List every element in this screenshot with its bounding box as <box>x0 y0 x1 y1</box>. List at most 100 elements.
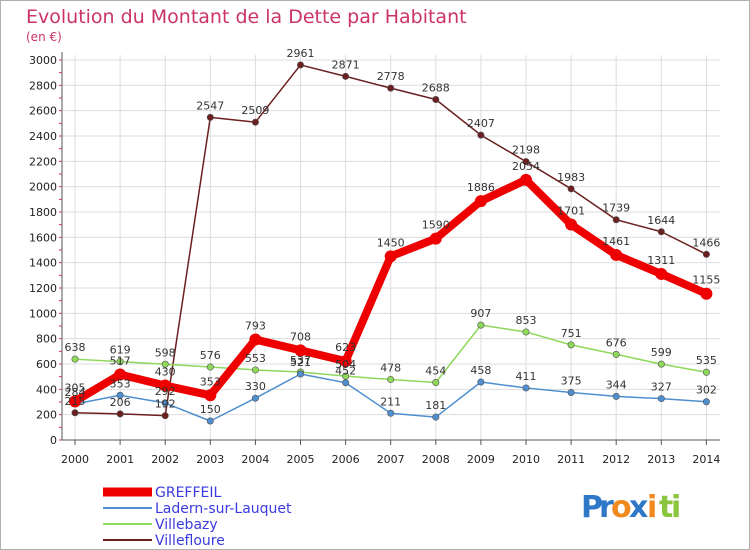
data-point <box>339 355 352 368</box>
data-point <box>342 72 350 80</box>
x-tick-label: 2004 <box>241 453 269 466</box>
data-label: 211 <box>380 395 401 408</box>
chart-subtitle: (en €) <box>26 30 62 44</box>
data-point <box>249 333 262 346</box>
data-point <box>206 113 214 121</box>
data-point <box>657 395 665 403</box>
data-label: 553 <box>245 352 266 365</box>
logo-letter: r <box>599 490 614 525</box>
data-label: 1701 <box>557 205 585 218</box>
data-label: 1466 <box>692 236 720 249</box>
data-point <box>702 250 710 258</box>
x-tick-label: 2005 <box>287 453 315 466</box>
data-point <box>429 232 442 245</box>
data-label: 411 <box>516 370 537 383</box>
data-point <box>114 368 127 381</box>
data-point <box>474 195 487 208</box>
data-label: 284 <box>65 386 86 399</box>
data-point <box>161 360 169 368</box>
data-point <box>159 379 172 392</box>
data-label: 181 <box>425 399 446 412</box>
x-tick-label: 2010 <box>512 453 540 466</box>
data-label: 907 <box>470 307 491 320</box>
legend-entry: GREFFEIL <box>155 485 222 501</box>
data-label: 521 <box>290 356 311 369</box>
data-point <box>296 61 304 69</box>
data-label: 853 <box>516 314 537 327</box>
y-tick-label: 600 <box>36 358 57 371</box>
y-tick-label: 2000 <box>29 181 57 194</box>
data-point <box>477 378 485 386</box>
y-tick-label: 1400 <box>29 257 57 270</box>
data-point <box>657 228 665 236</box>
data-label: 2198 <box>512 144 540 157</box>
x-tick-label: 2013 <box>647 453 675 466</box>
y-tick-label: 800 <box>36 333 57 346</box>
data-point <box>567 185 575 193</box>
data-point <box>702 398 710 406</box>
data-point <box>251 118 259 126</box>
x-tick-label: 2012 <box>602 453 630 466</box>
data-label: 1311 <box>647 254 675 267</box>
data-point <box>71 409 79 417</box>
y-tick-label: 2400 <box>29 130 57 143</box>
data-point <box>161 412 169 420</box>
x-tick-label: 2014 <box>692 453 720 466</box>
data-point <box>387 84 395 92</box>
data-point <box>204 389 217 402</box>
data-label: 2547 <box>196 99 224 112</box>
data-label: 599 <box>651 346 672 359</box>
data-point <box>567 341 575 349</box>
data-point <box>387 375 395 383</box>
legend-entry: Villebazy <box>155 517 218 533</box>
y-tick-label: 400 <box>36 383 57 396</box>
data-point <box>342 379 350 387</box>
data-label: 1590 <box>422 219 450 232</box>
data-point <box>206 363 214 371</box>
legend-entry: Villefloure <box>155 533 225 549</box>
data-label: 305 <box>65 381 86 394</box>
data-label: 537 <box>290 354 311 367</box>
data-label: 2778 <box>377 70 405 83</box>
x-tick-label: 2000 <box>61 453 89 466</box>
data-point <box>522 328 530 336</box>
data-label: 535 <box>696 354 717 367</box>
data-point <box>294 344 307 357</box>
data-label: 793 <box>245 320 266 333</box>
data-label: 150 <box>200 403 221 416</box>
data-point <box>161 399 169 407</box>
logo-letter: o <box>611 490 632 525</box>
data-label: 344 <box>606 378 627 391</box>
data-point <box>612 216 620 224</box>
data-point <box>116 391 124 399</box>
data-label: 751 <box>561 327 582 340</box>
data-point <box>71 355 79 363</box>
data-labels: 215 206 192 2547 2509 2961 2871 2778 2688 2407 219… <box>65 47 721 416</box>
data-label: 623 <box>335 341 356 354</box>
data-label: 504 <box>335 358 356 371</box>
data-point <box>206 417 214 425</box>
data-label: 2509 <box>241 104 269 117</box>
y-tick-label: 2600 <box>29 105 57 118</box>
y-tick-label: 2200 <box>29 155 57 168</box>
x-tick-label: 2009 <box>467 453 495 466</box>
data-label: 576 <box>200 349 221 362</box>
data-label: 353 <box>110 377 131 390</box>
data-label: 192 <box>155 398 176 411</box>
y-tick-label: 1800 <box>29 206 57 219</box>
data-label: 517 <box>110 355 131 368</box>
x-tick-label: 2011 <box>557 453 585 466</box>
data-point <box>610 248 623 261</box>
data-point <box>612 392 620 400</box>
data-label: 206 <box>110 396 131 409</box>
data-point <box>384 250 397 263</box>
axes: 0 200 400 600 800 1000 1200 1400 1600 1800 2000 220… <box>29 52 720 466</box>
x-tick-label: 2006 <box>332 453 360 466</box>
logo-letter: i <box>647 490 657 525</box>
data-label: 1983 <box>557 171 585 184</box>
y-tick-label: 0 <box>50 434 57 447</box>
y-tick-label: 2800 <box>29 79 57 92</box>
y-tick-label: 1200 <box>29 282 57 295</box>
data-label: 1155 <box>692 274 720 287</box>
